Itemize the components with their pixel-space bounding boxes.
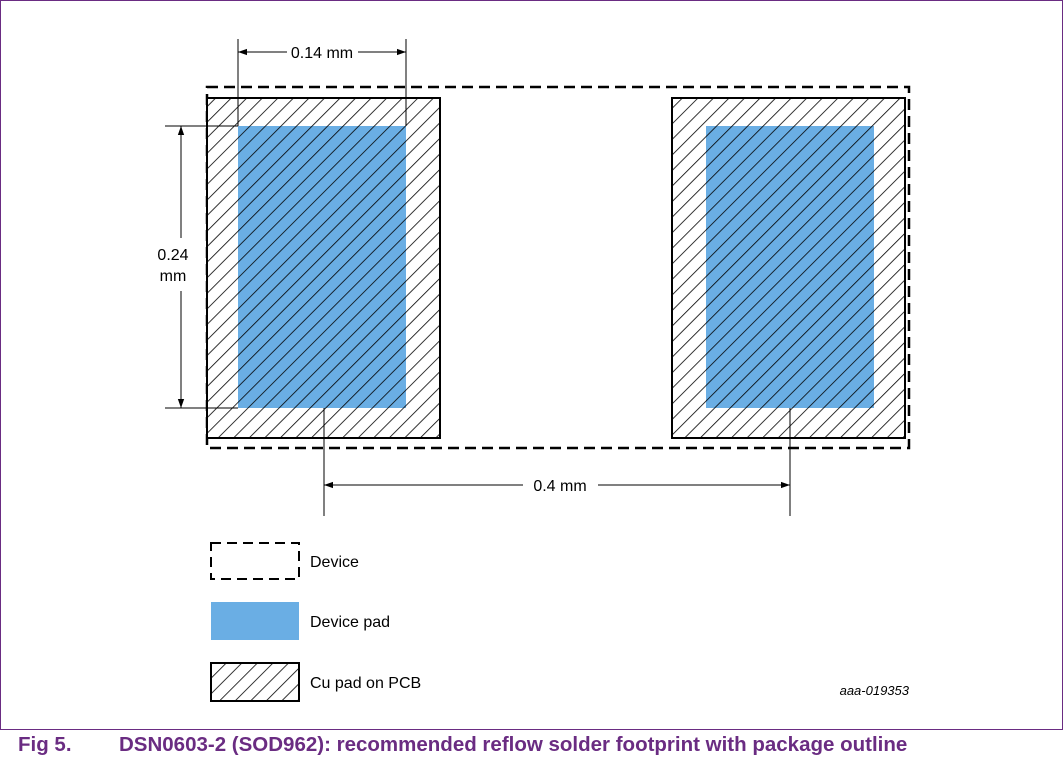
- dim-pad-height-value: 0.24: [157, 247, 188, 264]
- figure-caption: Fig 5. DSN0603-2 (SOD962): recommended r…: [18, 733, 1058, 761]
- dim-pad-width-label: 0.14 mm: [291, 45, 353, 62]
- figure-frame: 0.14 mm 0.24 mm 0.4 mm Device Device pad…: [0, 0, 1063, 730]
- dim-pad-height-unit: mm: [160, 268, 187, 285]
- dimension-pad-width: 0.14 mm: [237, 39, 407, 126]
- legend-device-pad-label: Device pad: [310, 614, 390, 631]
- dim-pitch-label: 0.4 mm: [533, 478, 586, 495]
- right-copper-pad: [671, 97, 906, 439]
- dimension-pad-height: 0.24 mm: [157, 125, 238, 409]
- figure-title: DSN0603-2 (SOD962): recommended reflow s…: [119, 733, 908, 756]
- legend-device-label: Device: [310, 554, 359, 571]
- footprint-diagram: 0.14 mm 0.24 mm 0.4 mm Device Device pad…: [157, 39, 911, 702]
- device-pad-swatch-icon: [211, 602, 299, 640]
- left-copper-pad: [206, 97, 441, 439]
- legend-cu-pad-label: Cu pad on PCB: [310, 675, 421, 692]
- hatched-swatch-icon: [210, 662, 300, 702]
- legend: Device Device pad Cu pad on PCB: [210, 542, 421, 702]
- figure-number: Fig 5.: [18, 733, 72, 756]
- dashed-outline-icon: [210, 542, 300, 580]
- dimension-pitch: 0.4 mm: [323, 408, 791, 516]
- drawing-id: aaa-019353: [840, 683, 910, 698]
